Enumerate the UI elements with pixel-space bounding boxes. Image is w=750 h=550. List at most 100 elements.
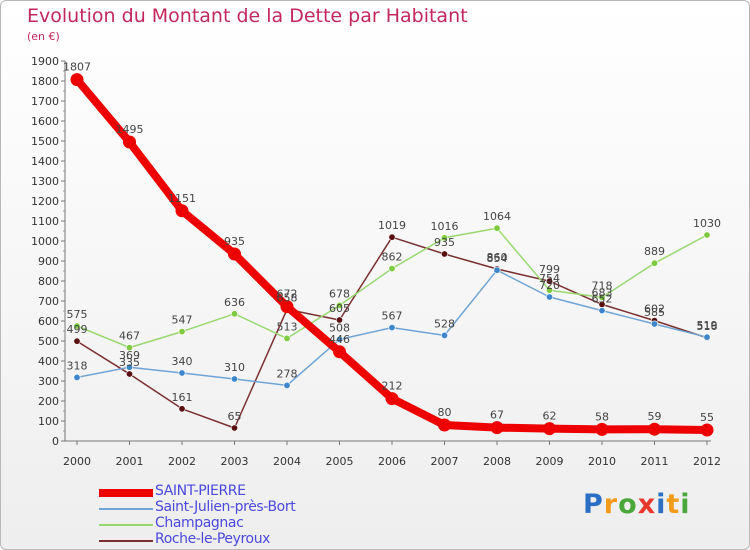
unit-label: (en €) <box>27 30 60 43</box>
data-label: 1807 <box>63 61 91 74</box>
data-label: 547 <box>172 314 193 327</box>
data-label: 369 <box>119 349 140 362</box>
data-label: 467 <box>119 330 140 343</box>
brand-letter: r <box>603 489 619 520</box>
y-tick-label: 1000 <box>31 235 59 248</box>
data-point <box>440 250 448 258</box>
data-point <box>231 424 239 432</box>
legend-label-roche-le-peyroux: Roche-le-Peyroux <box>155 531 271 547</box>
data-label: 1030 <box>693 217 721 230</box>
data-point <box>73 373 81 381</box>
x-tick-label: 2000 <box>63 455 91 468</box>
data-label: 519 <box>697 319 718 332</box>
data-label: 860 <box>487 251 508 264</box>
y-tick-label: 100 <box>38 415 59 428</box>
data-label: 718 <box>592 279 613 292</box>
data-label: 1016 <box>431 220 459 233</box>
data-label: 602 <box>644 303 665 316</box>
data-point <box>595 422 609 436</box>
data-point <box>228 247 241 261</box>
data-label: 528 <box>434 317 455 330</box>
data-label: 58 <box>595 410 609 423</box>
y-tick-label: 300 <box>38 375 59 388</box>
data-label: 605 <box>329 302 350 315</box>
x-tick-label: 2005 <box>326 455 354 468</box>
data-label: 310 <box>224 361 245 374</box>
y-tick-label: 600 <box>38 315 59 328</box>
x-tick-label: 2010 <box>588 455 616 468</box>
x-tick-label: 2002 <box>168 455 196 468</box>
data-point <box>70 73 84 87</box>
data-label: 278 <box>277 367 298 380</box>
x-tick-label: 2012 <box>693 455 721 468</box>
data-point <box>493 266 501 274</box>
data-label: 340 <box>172 355 193 368</box>
legend-label-saint-pierre: SAINT-PIERRE <box>155 483 246 499</box>
brand-letter: x <box>637 489 657 520</box>
data-label: 516 <box>697 320 718 333</box>
data-point <box>440 234 448 242</box>
y-tick-label: 800 <box>38 275 59 288</box>
data-point <box>598 307 606 315</box>
data-point <box>231 310 239 318</box>
data-label: 446 <box>329 333 350 346</box>
data-point <box>545 277 553 285</box>
data-label: 935 <box>224 235 245 248</box>
x-tick-label: 2007 <box>431 455 459 468</box>
data-point <box>178 369 186 377</box>
data-label: 889 <box>644 245 665 258</box>
y-tick-label: 900 <box>38 255 59 268</box>
data-label: 318 <box>67 359 88 372</box>
y-tick-label: 1900 <box>31 55 59 68</box>
data-label: 672 <box>277 288 298 301</box>
data-label: 513 <box>277 320 298 333</box>
data-label: 652 <box>592 293 613 306</box>
legend-swatch-saint-pierre <box>99 489 153 497</box>
data-label: 754 <box>539 272 560 285</box>
x-tick-label: 2001 <box>116 455 144 468</box>
data-label: 55 <box>700 411 714 424</box>
y-tick-label: 200 <box>38 395 59 408</box>
data-point <box>703 333 711 341</box>
data-point <box>388 233 396 241</box>
data-label: 567 <box>382 310 403 323</box>
data-label: 636 <box>224 296 245 309</box>
y-tick-label: 400 <box>38 355 59 368</box>
data-label: 59 <box>648 410 662 423</box>
data-point <box>126 370 134 378</box>
brand-letter: o <box>618 489 638 520</box>
data-label: 1151 <box>168 192 196 205</box>
data-point <box>545 286 553 294</box>
x-tick-label: 2009 <box>536 455 564 468</box>
data-point <box>335 335 343 343</box>
data-point <box>648 422 661 436</box>
legend-swatch-roche-le-peyroux <box>99 540 153 542</box>
y-tick-label: 700 <box>38 295 59 308</box>
data-point <box>73 337 81 345</box>
data-point <box>438 418 451 432</box>
data-label: 65 <box>228 410 242 423</box>
y-tick-label: 1800 <box>31 75 59 88</box>
data-label: 862 <box>382 251 403 264</box>
legend-swatch-saint-julien <box>99 508 153 510</box>
data-point <box>650 320 658 328</box>
y-tick-label: 1600 <box>31 115 59 128</box>
data-point <box>543 422 556 436</box>
data-point <box>335 316 343 324</box>
brand-logo: Proxiti <box>583 489 691 520</box>
brand-letter: t <box>666 489 681 520</box>
data-label: 508 <box>329 321 350 334</box>
y-tick-label: 1700 <box>31 95 59 108</box>
data-label: 678 <box>329 287 350 300</box>
data-label: 683 <box>592 286 613 299</box>
brand-letter: i <box>680 489 691 520</box>
data-point <box>700 423 714 437</box>
y-tick-label: 0 <box>52 435 59 448</box>
data-point <box>385 392 399 406</box>
legend-item-saint-pierre: SAINT-PIERRE <box>99 483 399 501</box>
legend-item-roche-le-peyroux: Roche-le-Peyroux <box>99 531 399 549</box>
data-point <box>231 375 239 383</box>
brand-letter: i <box>656 489 667 520</box>
data-point <box>335 301 343 309</box>
